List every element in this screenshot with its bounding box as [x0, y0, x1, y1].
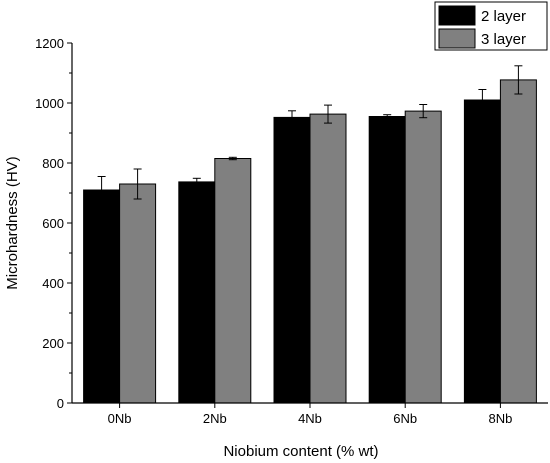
- y-axis-title: Microhardness (HV): [4, 156, 21, 289]
- error-bar-2-layer-8Nb: [478, 89, 487, 111]
- bar-3-layer-8Nb: [499, 79, 537, 404]
- x-tick-label-6Nb: 6Nb: [393, 411, 417, 426]
- y-axis: 0 200 400 600 800 1000 1200: [35, 36, 73, 411]
- error-bar-2-layer-6Nb: [383, 114, 392, 119]
- legend-label-3-layer: 3 layer: [481, 31, 526, 48]
- x-tick-label-4Nb: 4Nb: [298, 411, 322, 426]
- error-bar-3-layer-8Nb: [514, 65, 523, 95]
- bar-3-layer-4Nb: [309, 113, 347, 404]
- error-bar-2-layer-4Nb: [288, 110, 296, 125]
- x-axis-title: Niobium content (% wt): [223, 443, 378, 460]
- error-bar-3-layer-0Nb: [133, 168, 142, 200]
- x-axis: 0Nb 2Nb 4Nb 6Nb 8Nb: [72, 402, 548, 426]
- error-bar-2-layer-2Nb: [192, 177, 201, 186]
- x-tick-label-0Nb: 0Nb: [108, 411, 132, 426]
- y-tick-label-1200: 1200: [35, 36, 64, 51]
- legend-label-2-layer: 2 layer: [481, 8, 526, 25]
- bar-2-layer-8Nb: [463, 99, 501, 404]
- error-bar-3-layer-6Nb: [419, 104, 428, 119]
- error-bar-3-layer-4Nb: [324, 104, 332, 124]
- y-tick-label-600: 600: [42, 216, 64, 231]
- y-tick-label-400: 400: [42, 276, 64, 291]
- bar-2-layer-0Nb: [83, 189, 121, 404]
- error-bar-3-layer-2Nb: [228, 156, 237, 161]
- bar-3-layer-6Nb: [404, 110, 442, 404]
- y-tick-label-800: 800: [42, 156, 64, 171]
- bar-2-layer-6Nb: [368, 116, 406, 404]
- bar-3-layer-2Nb: [214, 158, 252, 404]
- y-tick-label-200: 200: [42, 336, 64, 351]
- legend-swatch-3-layer: [438, 28, 476, 49]
- bar-2-layer-2Nb: [178, 181, 216, 404]
- legend-swatch-2-layer: [438, 5, 476, 26]
- plot-area: [83, 65, 537, 404]
- y-tick-label-0: 0: [57, 396, 64, 411]
- y-tick-label-1000: 1000: [35, 96, 64, 111]
- x-tick-label-8Nb: 8Nb: [488, 411, 512, 426]
- legend: 2 layer 3 layer: [434, 1, 548, 51]
- error-bar-2-layer-0Nb: [97, 176, 106, 204]
- x-tick-label-2Nb: 2Nb: [203, 411, 227, 426]
- bar-3-layer-0Nb: [119, 183, 157, 404]
- bar-2-layer-4Nb: [273, 116, 311, 404]
